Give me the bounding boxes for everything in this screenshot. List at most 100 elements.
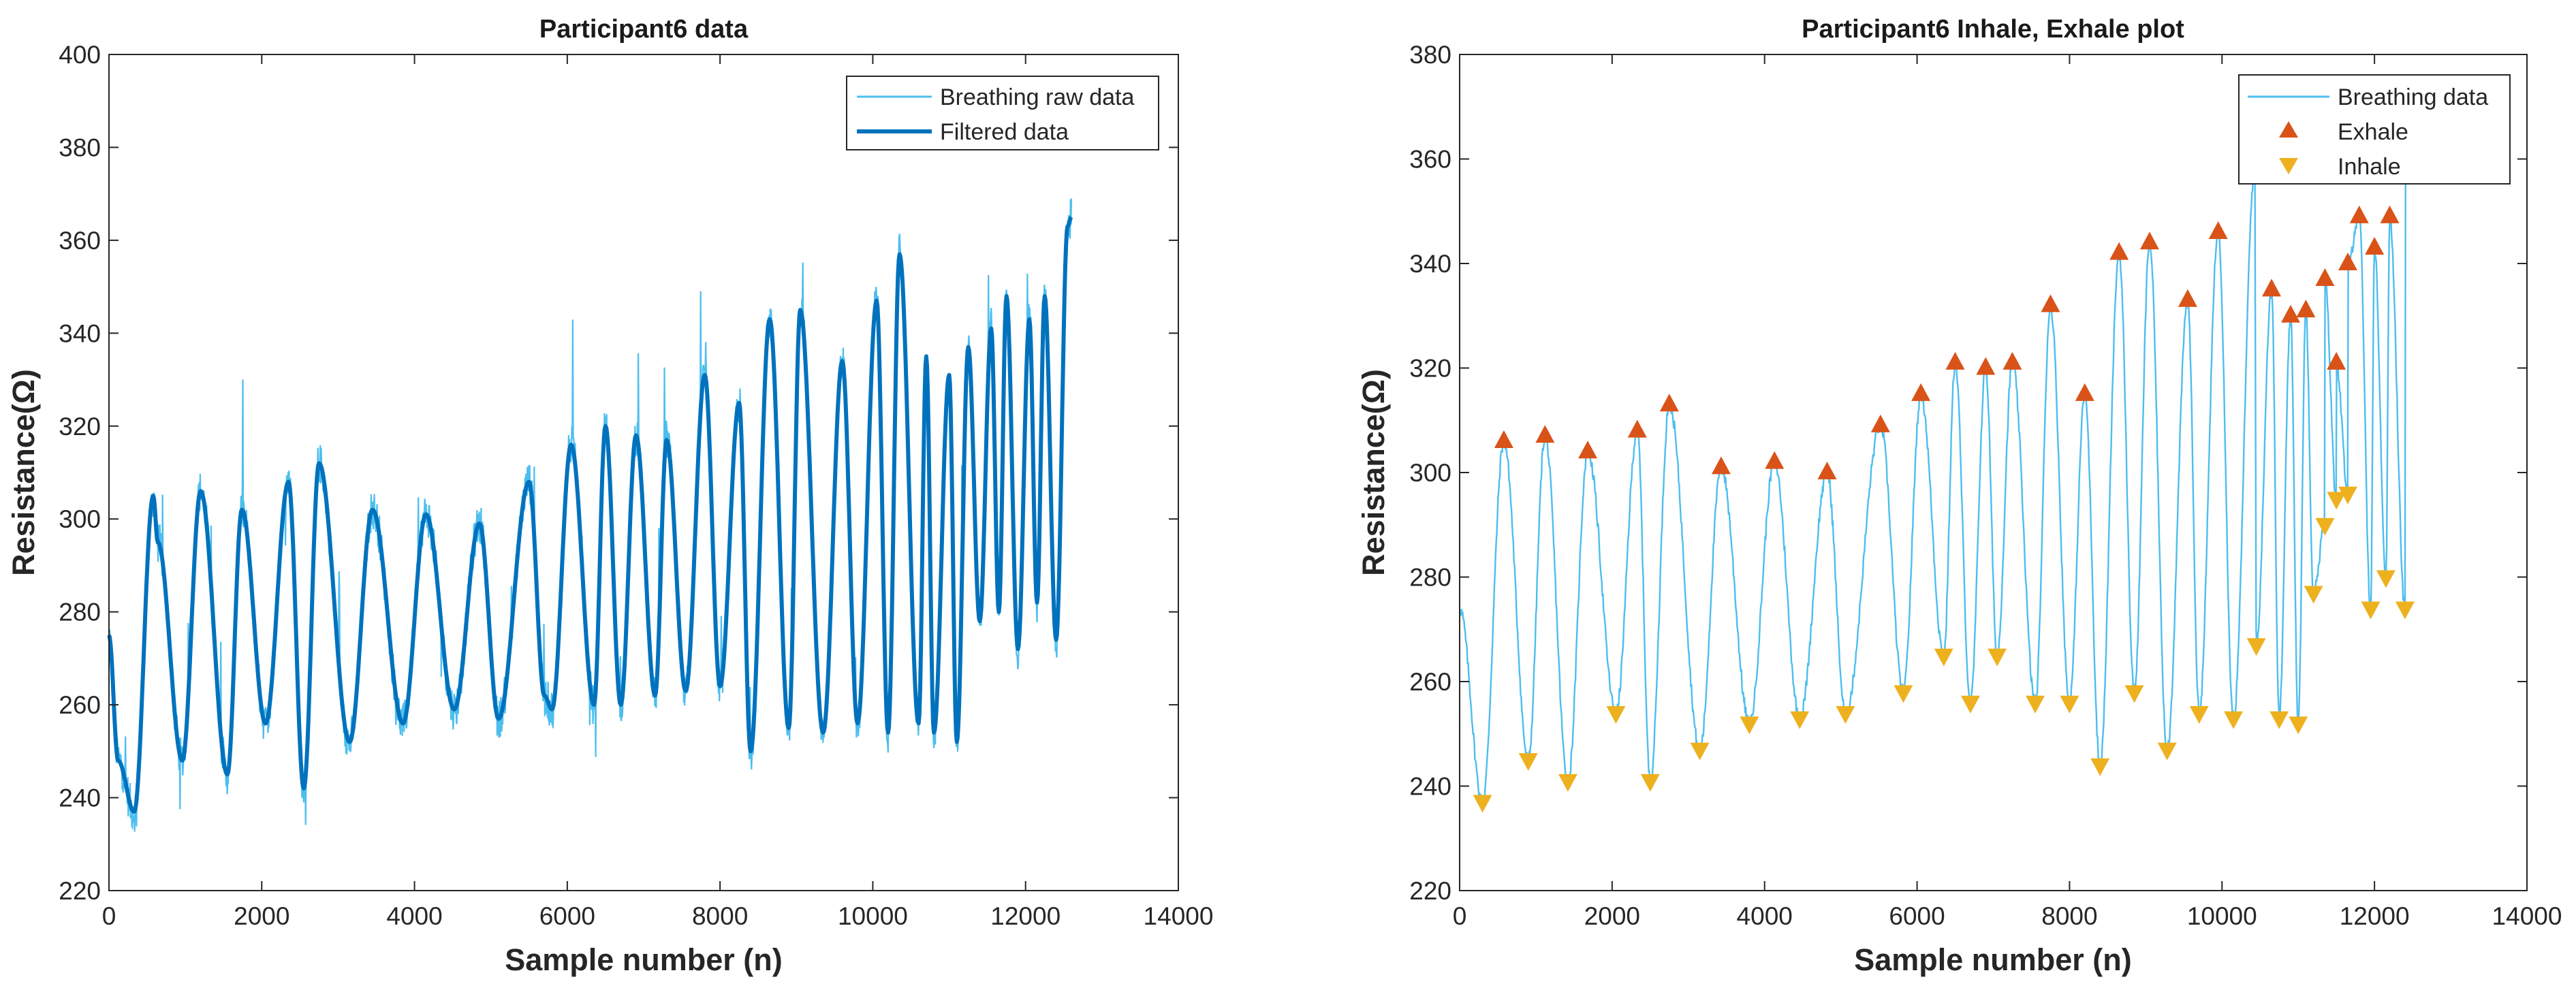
filtered-data-line xyxy=(107,215,1073,814)
x-axis-label-right: Sample number (n) xyxy=(1854,942,2132,977)
exhale-marker xyxy=(2315,268,2335,287)
inhale-marker xyxy=(1790,711,1810,729)
x-tick-label: 10000 xyxy=(838,902,908,930)
exhale-marker xyxy=(1627,419,1647,438)
exhale-marker xyxy=(1870,414,1890,432)
x-tick-label: 2000 xyxy=(1584,902,1640,930)
exhale-marker xyxy=(1535,425,1555,443)
x-tick-label: 6000 xyxy=(1889,902,1945,930)
chart-title-right: Participant6 Inhale, Exhale plot xyxy=(1802,15,2184,44)
inhale-marker xyxy=(1836,706,1855,724)
chart-inhale-exhale: Participant6 Inhale, Exhale plot 0 2000 40… xyxy=(1356,15,2562,977)
legend-label-inhale: Inhale xyxy=(2338,154,2401,180)
inhale-marker xyxy=(1740,716,1759,735)
y-tick-label: 220 xyxy=(59,877,101,905)
x-tick-label: 2000 xyxy=(234,902,289,930)
exhale-marker xyxy=(2002,351,2022,370)
y-tick-label: 320 xyxy=(1409,355,1451,383)
filtered-data-series xyxy=(107,215,1073,814)
exhale-marker xyxy=(1765,451,1785,469)
y-tick-label: 320 xyxy=(59,413,101,441)
exhale-marker xyxy=(2365,236,2385,255)
exhale-marker xyxy=(2380,205,2400,223)
exhale-marker xyxy=(2139,231,2159,250)
x-tick-label: 6000 xyxy=(539,902,595,930)
exhale-marker xyxy=(2109,242,2129,260)
y-tick-label: 240 xyxy=(59,784,101,812)
inhale-marker xyxy=(2376,570,2396,588)
inhale-marker xyxy=(2338,486,2357,505)
inhale-marker xyxy=(1640,773,1660,792)
y-tick-label: 340 xyxy=(1409,250,1451,278)
exhale-marker xyxy=(2281,304,2301,323)
legend-left: Breathing raw data Filtered data xyxy=(846,76,1159,150)
axis-ticks-right: 0 2000 4000 6000 8000 10000 12000 14000 220 240 26… xyxy=(1409,41,2562,930)
inhale-marker xyxy=(1518,753,1538,771)
y-tick-label: 400 xyxy=(59,41,101,69)
inhale-marker xyxy=(1960,695,1980,714)
inhale-marker xyxy=(1690,742,1710,761)
y-tick-label: 220 xyxy=(1409,877,1451,905)
exhale-marker xyxy=(1494,430,1513,448)
inhale-marker xyxy=(2395,601,2415,620)
x-tick-label: 14000 xyxy=(1144,902,1214,930)
exhale-marker xyxy=(1817,462,1837,479)
chart-participant6-data: Participant6 data 0 2000 4000 6000 8000 10000… xyxy=(6,15,1213,977)
exhale-marker xyxy=(2349,205,2369,223)
exhale-marker xyxy=(2262,278,2282,297)
inhale-markers xyxy=(1473,486,2415,813)
y-tick-label: 380 xyxy=(1409,41,1451,69)
chart-title-left: Participant6 data xyxy=(539,15,749,44)
inhale-marker xyxy=(2224,711,2244,729)
y-tick-label: 380 xyxy=(59,133,101,161)
legend-label-raw: Breathing raw data xyxy=(940,84,1134,110)
x-tick-label: 4000 xyxy=(1737,902,1793,930)
legend-right: Breathing data Exhale Inhale xyxy=(2238,74,2511,185)
inhale-marker xyxy=(2327,492,2346,510)
plot-area-right xyxy=(1460,54,2527,891)
exhale-marker xyxy=(1711,456,1731,475)
legend-label-exhale: Exhale xyxy=(2338,119,2408,145)
y-tick-label: 260 xyxy=(59,691,101,719)
y-tick-label: 300 xyxy=(1409,459,1451,487)
exhale-marker xyxy=(2075,383,2094,401)
inhale-marker xyxy=(1894,685,1913,703)
inhale-marker xyxy=(2304,586,2323,604)
inhale-marker xyxy=(2124,685,2144,703)
inhale-marker xyxy=(2289,716,2308,735)
exhale-marker xyxy=(2208,221,2228,239)
y-tick-label: 260 xyxy=(1409,668,1451,696)
legend-swatch-inhale xyxy=(2279,158,2298,174)
x-tick-label: 4000 xyxy=(386,902,442,930)
y-axis-label-right: Resistance(Ω) xyxy=(1356,369,1391,576)
inhale-marker xyxy=(2060,695,2079,714)
exhale-marker xyxy=(2296,300,2316,318)
inhale-marker xyxy=(1473,795,1492,813)
inhale-marker xyxy=(1934,648,1953,667)
exhale-marker xyxy=(1911,383,1931,401)
inhale-marker xyxy=(2269,711,2289,729)
x-tick-label: 8000 xyxy=(2041,902,2097,930)
exhale-marker xyxy=(1659,394,1679,412)
y-tick-label: 240 xyxy=(1409,773,1451,801)
inhale-marker xyxy=(2189,706,2209,724)
x-tick-label: 12000 xyxy=(2340,902,2410,930)
axes-box-left xyxy=(108,54,1179,891)
exhale-marker xyxy=(2327,351,2346,370)
y-tick-label: 340 xyxy=(59,319,101,347)
inhale-marker xyxy=(2246,638,2266,656)
inhale-marker xyxy=(2026,695,2045,714)
exhale-marker xyxy=(1976,357,1996,375)
inhale-marker xyxy=(2361,601,2381,620)
x-tick-label: 0 xyxy=(1453,902,1467,930)
plot-area-left xyxy=(109,54,1178,891)
x-tick-label: 10000 xyxy=(2187,902,2257,930)
inhale-marker xyxy=(1606,706,1626,724)
axis-ticks-left: 0 2000 4000 6000 8000 10000 12000 14000 220 240 26… xyxy=(59,41,1213,930)
x-tick-label: 14000 xyxy=(2492,902,2562,930)
legend-label-breathing: Breathing data xyxy=(2338,84,2488,110)
exhale-marker xyxy=(2041,294,2060,313)
x-tick-label: 0 xyxy=(102,902,116,930)
inhale-marker xyxy=(2315,517,2335,536)
